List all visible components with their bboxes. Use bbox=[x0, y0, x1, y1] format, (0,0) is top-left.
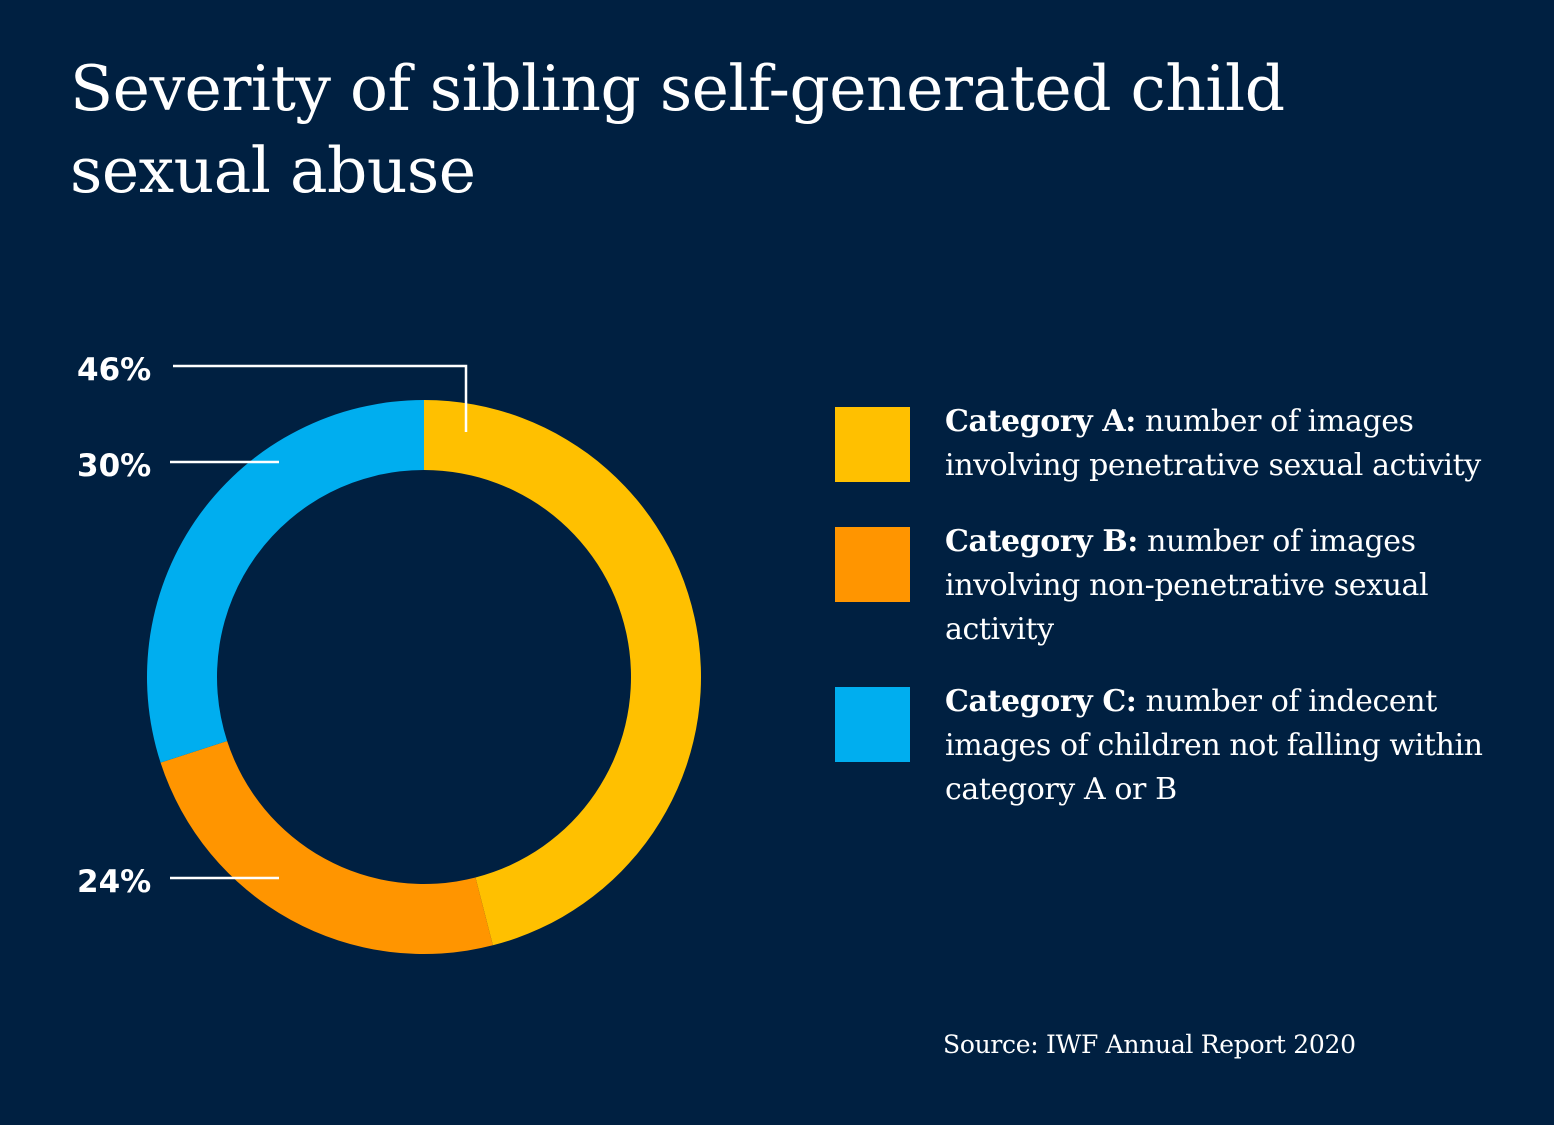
data-label-category-c: 30% bbox=[77, 448, 151, 484]
data-label-category-b: 24% bbox=[77, 864, 151, 900]
legend-swatch-category-c bbox=[835, 687, 910, 762]
legend-text-category-a: Category A: number of images involving p… bbox=[945, 400, 1525, 488]
legend-description: number of indecent images of children no… bbox=[945, 684, 1483, 807]
source-note: Source: IWF Annual Report 2020 bbox=[943, 1030, 1356, 1059]
legend-swatch-category-b bbox=[835, 527, 910, 602]
legend-description: number of images involving penetrative s… bbox=[945, 404, 1481, 483]
donut-slice-category-a bbox=[424, 400, 702, 946]
donut-slice-category-c bbox=[146, 399, 424, 763]
legend-heading: Category C: bbox=[945, 684, 1137, 719]
legend-swatch-category-a bbox=[835, 407, 910, 482]
chart-title: Severity of sibling self-generated child… bbox=[70, 52, 1285, 207]
legend-text-category-c: Category C: number of indecent images of… bbox=[945, 680, 1525, 812]
leader-line-category-a bbox=[173, 364, 468, 432]
legend-heading: Category B: bbox=[945, 524, 1138, 559]
legend-description: number of images involving non-penetrati… bbox=[945, 524, 1429, 647]
legend-text-category-b: Category B: number of images involving n… bbox=[945, 520, 1525, 652]
data-label-category-a: 46% bbox=[77, 352, 151, 388]
legend-heading: Category A: bbox=[945, 404, 1136, 439]
donut-slice-category-b bbox=[160, 740, 493, 954]
